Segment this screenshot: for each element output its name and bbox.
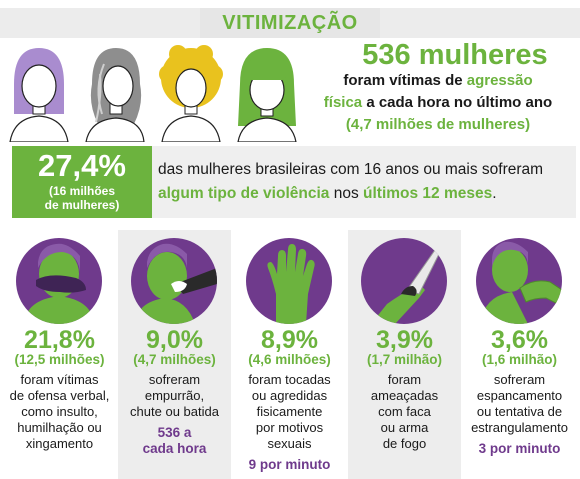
column-description: sofreram empurrão, chute ou batida [120, 372, 229, 420]
column-rate: 536 a [157, 425, 192, 440]
stat-column: 8,9% (4,6 milhões) foram tocadas ou agredid… [233, 230, 346, 479]
description-line: foram tocadas [248, 372, 331, 387]
description-line: foram vítimas [20, 372, 99, 387]
stat-text-a: das mulheres brasileiras com 16 anos ou … [158, 161, 544, 178]
stat-band [152, 146, 576, 218]
column-count: (4,6 milhões) [248, 352, 331, 367]
stat-text: das mulheres brasileiras com 16 anos ou … [158, 158, 570, 206]
description-line: ou tentativa de [476, 404, 563, 419]
description-line: sexuais [267, 436, 312, 451]
column-rate: 3 por minuto [478, 441, 561, 456]
description-line: estrangulamento [471, 420, 568, 435]
stat-column: 9,0% (4,7 milhões) sofreram empurrão, chute … [118, 230, 231, 479]
column-count: (12,5 milhões) [14, 352, 105, 367]
description-line: como insulto, [21, 404, 98, 419]
headline-highlight: física [323, 94, 363, 111]
column-percentage: 3,6% [491, 326, 548, 354]
description-line: fisicamente [256, 404, 323, 419]
stat-column: 3,9% (1,7 milhão) foram ameaçadas com faca ou… [348, 230, 461, 479]
stat-sub-1: (16 milhões [48, 184, 116, 198]
description-line: empurrão, [144, 388, 205, 403]
description-line: ou arma [380, 420, 429, 435]
description-line: foram [387, 372, 422, 387]
column-description: foram tocadas ou agredidas fisicamente por … [235, 372, 344, 452]
headline-number: 536 mulheres [362, 39, 548, 71]
raised-hand-icon [246, 238, 332, 324]
description-line: chute ou batida [130, 404, 219, 419]
stat-text-highlight: algum tipo de violência [158, 185, 330, 202]
knife-hand-icon [361, 238, 447, 324]
headline-line-2: física a cada hora no último ano [300, 92, 576, 114]
hand-over-mouth-icon [16, 238, 102, 324]
column-description: sofreram espancamento ou tentativa de estra… [465, 372, 574, 436]
column-description: foram ameaçadas com faca ou arma de fogo [350, 372, 459, 452]
column-percentage: 3,9% [376, 326, 433, 354]
column-rate: 9 por minuto [248, 457, 331, 472]
headline-line-3: (4,7 milhões de mulheres) [345, 116, 531, 133]
stat-value: 27,4% [38, 148, 126, 183]
column-count: (1,6 milhão) [481, 352, 557, 367]
stat-text-c: nos [329, 185, 364, 202]
stat-column: 3,6% (1,6 milhão) sofreram espancamento ou t… [463, 230, 576, 479]
description-line: com faca [378, 404, 431, 419]
headline-highlight: agressão [466, 72, 533, 89]
stat-box: 27,4% (16 milhões de mulheres) [12, 146, 152, 218]
column-count: (4,7 milhões) [133, 352, 216, 367]
description-line: de fogo [382, 436, 427, 451]
woman-curly-hair-icon [158, 44, 224, 143]
column-percentage: 21,8% [24, 326, 95, 354]
hand-push-icon [131, 238, 217, 324]
description-line: sofreram [493, 372, 546, 387]
headline-text: a cada hora no último ano [362, 94, 553, 111]
headline-text: foram vítimas de [343, 72, 467, 89]
woman-short-hair-icon [6, 44, 72, 143]
description-line: de ofensa verbal, [9, 388, 110, 403]
woman-long-hair-icon [82, 44, 148, 143]
description-line: ou agredidas [251, 388, 328, 403]
headline-line-1: foram vítimas de agressão [300, 70, 576, 92]
column-description: foram vítimas de ofensa verbal, como insul… [5, 372, 114, 452]
column-count: (1,7 milhão) [366, 352, 442, 367]
stat-column: 21,8% (12,5 milhões) foram vítimas de ofens… [3, 230, 116, 479]
stat-sub-2: de mulheres) [44, 198, 120, 212]
choking-hand-icon [476, 238, 562, 324]
stat-text-highlight-2: últimos 12 meses [363, 185, 493, 202]
description-line: xingamento [25, 436, 94, 451]
column-rate: cada hora [142, 441, 207, 456]
stat-text-e: . [492, 185, 497, 202]
description-line: sofreram [148, 372, 201, 387]
column-percentage: 9,0% [146, 326, 203, 354]
woman-bangs-hair-icon [234, 44, 300, 143]
column-percentage: 8,9% [261, 326, 318, 354]
description-line: ameaçadas [370, 388, 439, 403]
description-line: por motivos [255, 420, 324, 435]
description-line: espancamento [476, 388, 563, 403]
page-title: VITIMIZAÇÃO [200, 8, 380, 38]
description-line: humilhação ou [17, 420, 102, 435]
